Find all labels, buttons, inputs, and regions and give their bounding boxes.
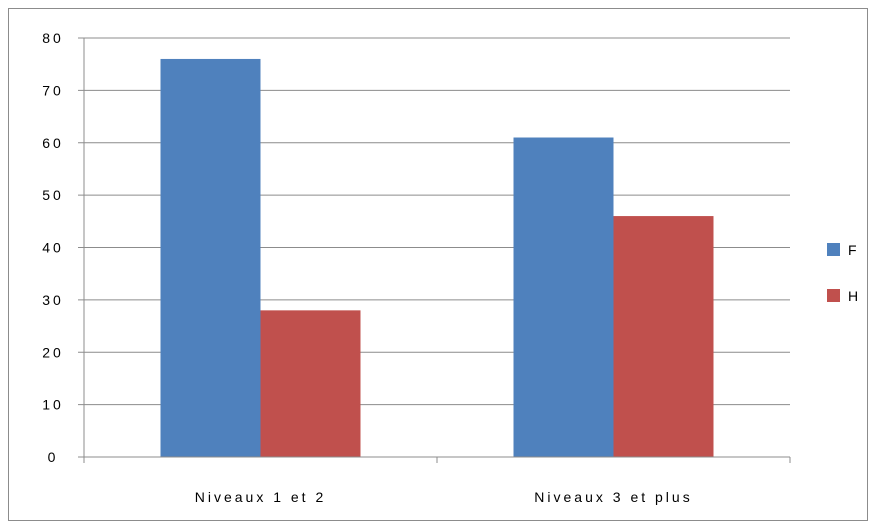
- bar-f-2: [513, 137, 614, 457]
- legend-swatch-f: [827, 243, 840, 256]
- y-tick-label: 40: [42, 240, 64, 256]
- legend: FH: [827, 242, 861, 304]
- y-tick-label: 20: [42, 344, 64, 360]
- y-axis: 0 10 20 30 40 50 60 70 80: [42, 30, 85, 465]
- y-tick-label: 70: [42, 82, 64, 98]
- x-category-label: Niveaux 3 et plus: [534, 489, 692, 505]
- bar-h-1: [260, 310, 361, 457]
- legend-label: F: [848, 242, 860, 258]
- bar-h-2: [613, 216, 714, 457]
- x-axis: Niveaux 1 et 2 Niveaux 3 et plus: [83, 456, 791, 505]
- bar-f-1: [160, 58, 261, 457]
- x-category-label: Niveaux 1 et 2: [195, 489, 327, 505]
- y-tick-label: 80: [42, 30, 64, 46]
- y-tick-label: 10: [42, 397, 64, 413]
- y-tick-label: 60: [42, 135, 64, 151]
- bars: [160, 58, 714, 457]
- y-tick-label: 30: [42, 292, 64, 308]
- y-tick-label: 50: [42, 187, 64, 203]
- chart-frame: [8, 8, 868, 521]
- legend-label: H: [848, 288, 861, 304]
- legend-swatch-h: [827, 289, 840, 302]
- y-tick-label: 0: [48, 449, 59, 465]
